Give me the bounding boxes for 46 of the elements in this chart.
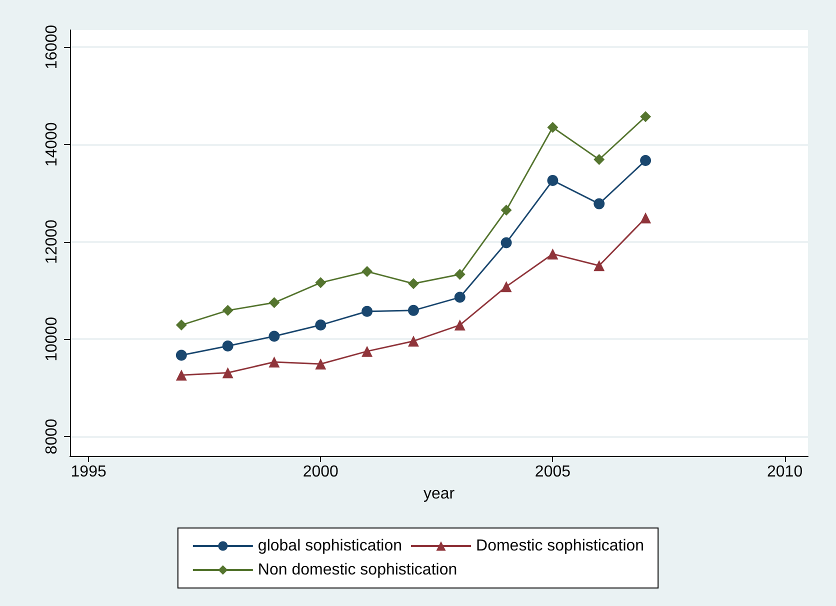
point	[547, 248, 558, 260]
point	[594, 154, 605, 166]
point	[454, 292, 466, 303]
point	[408, 304, 419, 316]
y-tick-label: 12000	[44, 219, 60, 264]
point	[362, 346, 373, 357]
point	[547, 122, 558, 133]
y-tick-label: 10000	[44, 316, 60, 362]
point	[640, 212, 652, 224]
legend-label: Non domestic sophistication	[258, 562, 458, 578]
point	[408, 278, 419, 290]
point	[268, 356, 280, 368]
x-tick-label: 2010	[766, 464, 803, 480]
y-tick-label: 16000	[44, 24, 60, 70]
x-tick-label: 2000	[302, 464, 339, 480]
point	[315, 277, 326, 288]
point	[315, 358, 326, 370]
point	[268, 330, 280, 342]
point	[362, 306, 373, 317]
legend-label: global sophistication	[258, 538, 402, 554]
point	[594, 198, 605, 210]
x-axis-title: year	[423, 486, 456, 502]
point	[176, 370, 187, 381]
point	[640, 111, 652, 122]
legend-label: Domestic sophistication	[476, 538, 644, 554]
point	[500, 237, 512, 248]
point	[222, 304, 234, 316]
point	[408, 336, 419, 347]
point	[454, 320, 466, 331]
y-tick-label: 8000	[44, 418, 60, 454]
point	[640, 154, 652, 166]
point	[315, 320, 326, 331]
point	[176, 320, 187, 331]
x-tick-label: 1995	[70, 464, 106, 480]
point	[547, 174, 558, 186]
point	[362, 266, 373, 277]
point	[454, 268, 466, 280]
point	[500, 204, 512, 216]
point	[176, 350, 187, 361]
point	[594, 260, 605, 272]
x-tick-label: 2005	[534, 464, 571, 480]
point	[222, 367, 234, 378]
point	[500, 281, 512, 292]
y-tick-label: 14000	[44, 122, 60, 167]
point	[222, 340, 234, 352]
point	[268, 297, 280, 308]
